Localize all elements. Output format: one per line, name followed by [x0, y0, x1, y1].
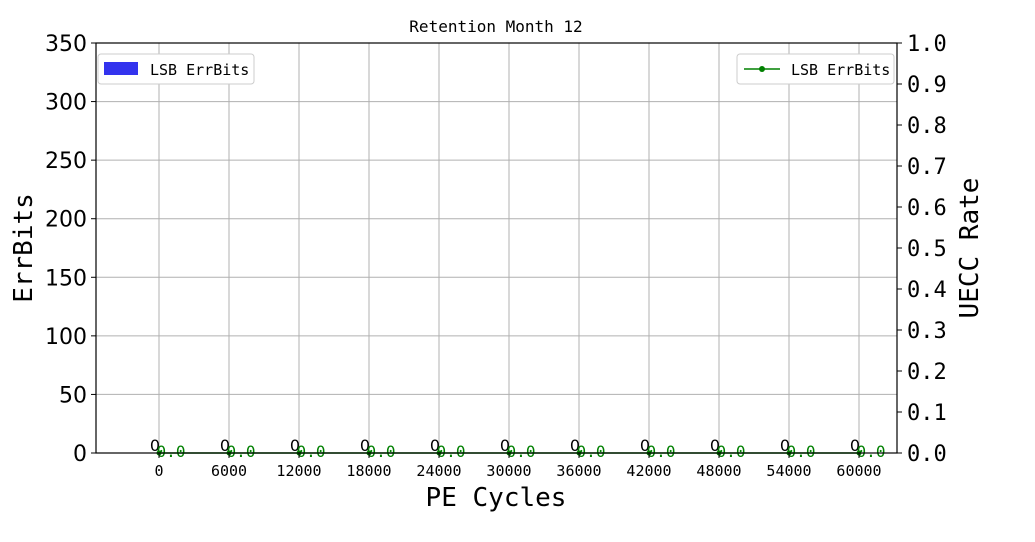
line-data-label: 0.0	[437, 442, 466, 461]
bar-data-label: 0	[850, 436, 860, 455]
y-axis-label: ErrBits	[9, 193, 39, 303]
legend-left-box	[97, 53, 255, 85]
line-data-label: 0.0	[577, 442, 606, 461]
legend-left-label: LSB ErrBits	[150, 61, 249, 79]
x-tick-label: 54000	[766, 462, 811, 480]
line-data-label: 0.0	[857, 442, 886, 461]
x-tick-label: 18000	[346, 462, 391, 480]
y2-axis-label: UECC Rate	[955, 178, 985, 319]
y2-tick-label: 0.2	[907, 360, 947, 385]
y2-tick-label: 0.9	[907, 73, 947, 98]
bar-data-label: 0	[360, 436, 370, 455]
line-data-label: 0.0	[507, 442, 536, 461]
bar-data-label: 0	[430, 436, 440, 455]
y-tick-label: 150	[45, 266, 87, 291]
line-data-label: 0.0	[227, 442, 256, 461]
grid-lines	[96, 42, 897, 454]
legend-left: LSB ErrBits	[97, 53, 255, 85]
bar-data-label: 0	[500, 436, 510, 455]
x-tick-label: 30000	[486, 462, 531, 480]
line-data-label: 0.0	[367, 442, 396, 461]
line-data-label: 0.0	[297, 442, 326, 461]
x-tick-label: 12000	[276, 462, 321, 480]
y2-tick-label: 0.4	[907, 278, 947, 303]
x-tick-label: 42000	[626, 462, 671, 480]
line-data-label: 0.0	[717, 442, 746, 461]
x-axis-label: PE Cycles	[426, 483, 567, 513]
y2-tick-label: 1.0	[907, 32, 947, 57]
y-tick-label: 0	[73, 442, 87, 467]
x-tick-label: 24000	[416, 462, 461, 480]
y2-tick-label: 0.5	[907, 237, 947, 262]
bar-data-label: 0	[570, 436, 580, 455]
x-tick-label: 48000	[696, 462, 741, 480]
data-labels: 0 0 0 0 0 0 0 0 0 0 00.0 0.0 0.0 0.0 0.0 0.0 0.0 0.0 0.0 0.…	[150, 436, 886, 461]
bar-data-label: 0	[290, 436, 300, 455]
legend-left-swatch	[104, 62, 138, 75]
y-axis-ticks: 0 50 100 150 200 250 300 350	[45, 32, 96, 467]
bar-data-label: 0	[640, 436, 650, 455]
x-tick-label: 60000	[836, 462, 881, 480]
legend-right: LSB ErrBits	[736, 53, 895, 85]
y2-tick-label: 0.1	[907, 401, 947, 426]
y-tick-label: 300	[45, 91, 87, 116]
y-tick-label: 250	[45, 149, 87, 174]
x-tick-label: 36000	[556, 462, 601, 480]
chart-title: Retention Month 12	[409, 17, 582, 36]
y2-tick-label: 0.3	[907, 319, 947, 344]
bar-data-label: 0	[710, 436, 720, 455]
legend-right-box	[736, 53, 895, 85]
bar-data-label: 0	[780, 436, 790, 455]
y2-tick-label: 0.0	[907, 442, 947, 467]
legend-right-label: LSB ErrBits	[791, 61, 890, 79]
y2-tick-label: 0.8	[907, 114, 947, 139]
x-axis-ticks: 0 6000 12000 18000 24000 30000 36000 42000 48000…	[154, 453, 882, 480]
legend-right-marker	[759, 66, 765, 72]
line-data-label: 0.0	[157, 442, 186, 461]
line-data-label: 0.0	[647, 442, 676, 461]
x-tick-label: 6000	[211, 462, 247, 480]
y-tick-label: 100	[45, 325, 87, 350]
bar-data-label: 0	[220, 436, 230, 455]
bar-data-label: 0	[150, 436, 160, 455]
y2-tick-label: 0.6	[907, 196, 947, 221]
y-tick-label: 200	[45, 208, 87, 233]
y2-tick-label: 0.7	[907, 155, 947, 180]
x-tick-label: 0	[154, 462, 163, 480]
plot-frame	[95, 42, 898, 454]
y-tick-label: 350	[45, 32, 87, 57]
y-tick-label: 50	[59, 383, 87, 408]
y2-axis-ticks: 0.0 0.1 0.2 0.3 0.4 0.5 0.6 0.7 0.8 0.9 1.0	[897, 32, 947, 467]
line-data-label: 0.0	[787, 442, 816, 461]
